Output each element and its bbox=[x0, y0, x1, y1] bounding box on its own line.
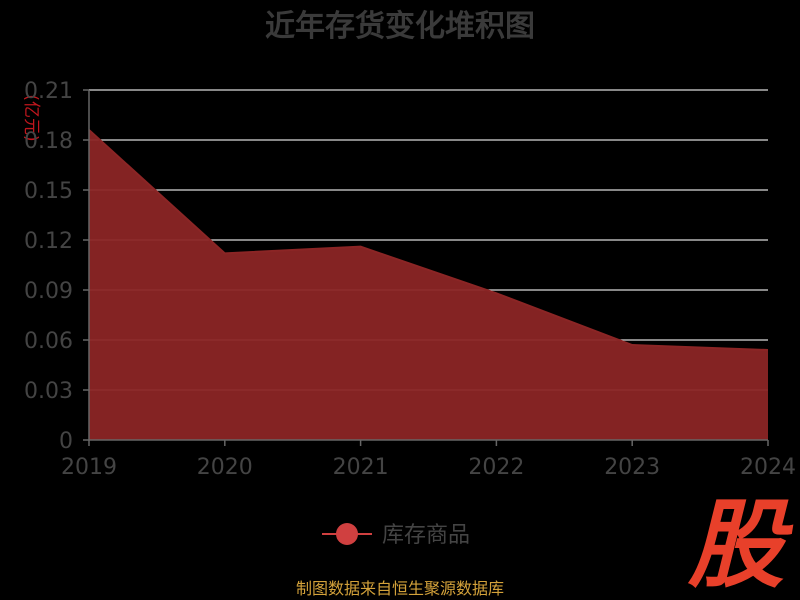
legend[interactable]: 库存商品 bbox=[322, 523, 470, 548]
y-axis-unit: (亿元) bbox=[21, 94, 41, 141]
chart-title: 近年存货变化堆积图 bbox=[265, 9, 535, 44]
y-tick-label: 0.12 bbox=[24, 229, 73, 254]
y-tick-label: 0.15 bbox=[24, 179, 73, 204]
y-tick-labels: 0 0.03 0.06 0.09 0.12 0.15 0.18 0.21 bbox=[24, 79, 73, 454]
y-tick-label: 0.18 bbox=[24, 129, 73, 154]
y-tick-label: 0 bbox=[59, 429, 73, 454]
y-tick-label: 0.21 bbox=[24, 79, 73, 104]
data-source-note: 制图数据来自恒生聚源数据库 bbox=[296, 579, 504, 598]
plot-area bbox=[88, 129, 769, 440]
x-tick-label: 2024 bbox=[740, 455, 796, 480]
x-tick-label: 2020 bbox=[197, 455, 253, 480]
x-tick-label: 2019 bbox=[61, 455, 117, 480]
legend-marker bbox=[336, 523, 358, 545]
x-tick-labels: 2019 2020 2021 2022 2023 2024 bbox=[61, 455, 796, 480]
axes bbox=[83, 89, 769, 446]
legend-label: 库存商品 bbox=[382, 523, 470, 548]
x-tick-label: 2021 bbox=[333, 455, 389, 480]
area-series-inventory bbox=[89, 130, 768, 440]
y-tick-label: 0.03 bbox=[24, 379, 73, 404]
brand-logo: 股 bbox=[687, 489, 794, 600]
series-line-inventory bbox=[88, 129, 769, 351]
y-tick-label: 0.06 bbox=[24, 329, 73, 354]
x-tick-label: 2023 bbox=[604, 455, 660, 480]
x-tick-label: 2022 bbox=[468, 455, 524, 480]
y-tick-label: 0.09 bbox=[24, 279, 73, 304]
